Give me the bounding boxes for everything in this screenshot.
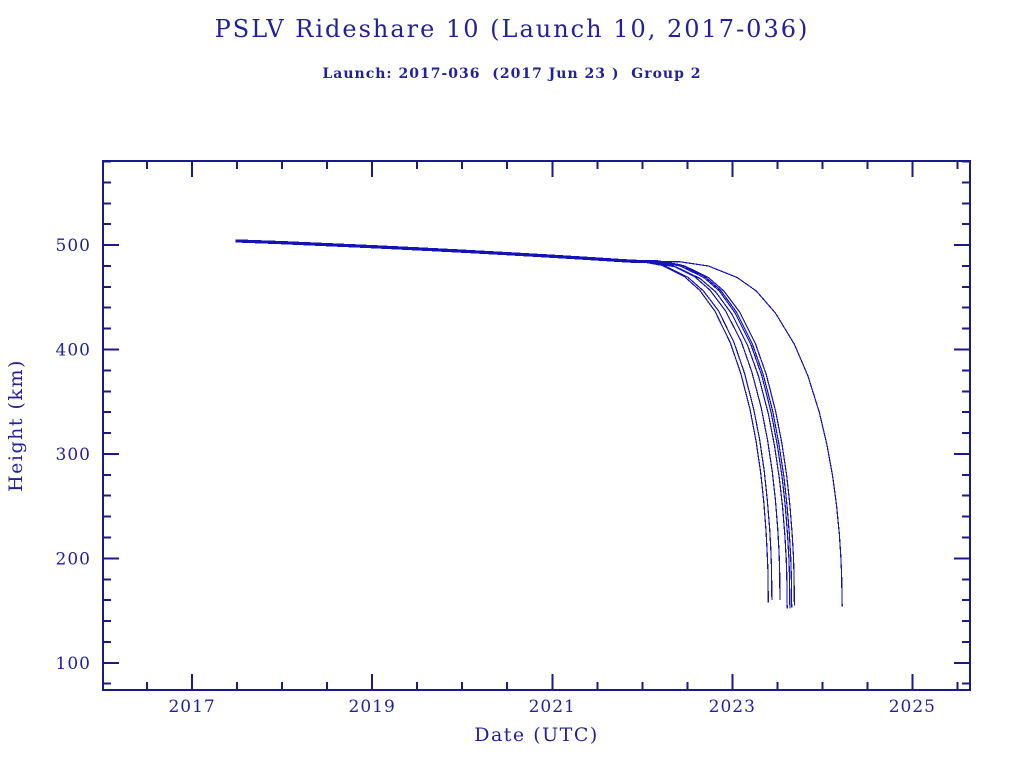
decay-curve-s2: [235, 240, 773, 601]
chart-subtitle: Launch: 2017-036 (2017 Jun 23 ) Group 2: [322, 66, 702, 82]
x-tick-label: 2025: [889, 697, 936, 717]
decay-curve-s4: [235, 241, 788, 609]
x-tick-label: 2021: [529, 697, 576, 717]
decay-curve-s7: [235, 239, 795, 606]
chart-title: PSLV Rideshare 10 (Launch 10, 2017-036): [214, 15, 810, 43]
y-tick-label: 400: [56, 341, 91, 361]
plot-frame: [102, 160, 971, 691]
x-axis-label: Date (UTC): [474, 724, 599, 746]
decay-curve-s1: [235, 240, 769, 603]
y-tick-label: 100: [56, 654, 91, 674]
x-tick-label: 2017: [168, 697, 215, 717]
decay-curve-s8: [235, 239, 843, 607]
x-tick-label: 2023: [709, 697, 756, 717]
y-axis-label: Height (km): [5, 359, 27, 492]
y-tick-label: 500: [56, 236, 91, 256]
y-tick-label: 300: [56, 445, 91, 465]
decay-curve-s6: [235, 239, 793, 608]
decay-curve-s3: [235, 239, 781, 601]
x-tick-label: 2019: [349, 697, 396, 717]
y-tick-label: 200: [56, 549, 91, 569]
